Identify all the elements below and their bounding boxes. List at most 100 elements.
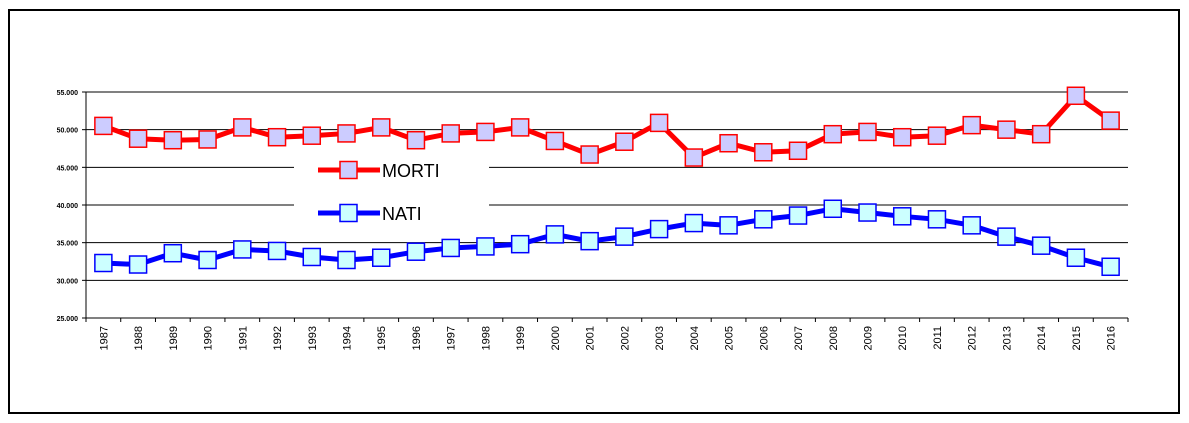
- x-tick-label: 2005: [724, 326, 736, 350]
- x-tick-label: 2006: [758, 326, 770, 350]
- data-point-morti: [858, 122, 877, 142]
- data-point-morti: [476, 122, 495, 142]
- data-point-nati: [719, 216, 738, 235]
- data-point-nati: [233, 240, 252, 259]
- data-point-morti: [997, 120, 1016, 139]
- legend-marker-nati: [339, 203, 358, 223]
- x-tick-label: 2001: [585, 326, 597, 350]
- data-point-morti: [719, 133, 738, 153]
- y-tick-label: 40.000: [57, 203, 79, 210]
- data-point-morti: [754, 143, 773, 162]
- data-point-nati: [441, 238, 460, 258]
- x-tick-label: 2004: [689, 326, 701, 350]
- x-tick-label: 2009: [863, 326, 875, 350]
- data-point-nati: [94, 253, 113, 273]
- data-point-morti: [580, 145, 599, 164]
- data-point-morti: [267, 127, 287, 147]
- legend-background: [294, 152, 489, 216]
- x-tick-label: 2014: [1036, 326, 1048, 350]
- chart-border: [8, 9, 1180, 414]
- data-point-nati: [615, 227, 634, 246]
- y-tick-label: 30.000: [57, 278, 79, 285]
- x-tick-label: 1987: [98, 326, 110, 350]
- data-point-nati: [684, 213, 704, 233]
- data-point-morti: [1066, 86, 1086, 106]
- series-lines: [94, 86, 1120, 277]
- x-tick-label: 1988: [133, 326, 145, 350]
- x-tick-label: 1991: [237, 326, 249, 350]
- data-point-morti: [892, 127, 912, 147]
- x-tick-label: 2010: [897, 326, 909, 350]
- legend-label-morti: MORTI: [382, 161, 440, 181]
- data-point-morti: [545, 131, 565, 151]
- data-point-morti: [128, 129, 148, 148]
- data-point-nati: [337, 250, 356, 270]
- data-point-morti: [406, 130, 426, 150]
- data-point-morti: [962, 115, 981, 135]
- data-point-morti: [1031, 124, 1051, 144]
- data-point-morti: [510, 118, 530, 137]
- data-point-nati: [788, 206, 808, 225]
- data-point-nati: [545, 225, 565, 244]
- y-tick-label: 55.000: [57, 90, 79, 97]
- x-tick-label: 1996: [411, 326, 423, 350]
- data-point-nati: [962, 216, 981, 235]
- data-point-morti: [441, 124, 460, 143]
- data-point-nati: [302, 247, 322, 267]
- x-tick-label: 2015: [1071, 326, 1083, 350]
- x-tick-label: 2002: [619, 326, 631, 350]
- data-point-nati: [997, 227, 1016, 246]
- data-point-nati: [892, 207, 912, 226]
- x-tick-label: 2011: [932, 326, 944, 350]
- x-tick-label: 1997: [446, 326, 458, 350]
- x-tick-label: 2008: [828, 326, 840, 350]
- data-point-morti: [163, 130, 183, 150]
- data-point-nati: [476, 237, 495, 256]
- data-point-morti: [198, 130, 217, 149]
- data-point-morti: [302, 126, 322, 145]
- x-tick-label: 2000: [550, 326, 562, 350]
- legend: MORTI NATI: [294, 152, 489, 224]
- x-tick-label: 2012: [967, 326, 979, 350]
- x-tick-label: 2007: [793, 326, 805, 350]
- x-tick-label: 2013: [1001, 326, 1013, 350]
- y-tick-label: 50.000: [57, 128, 79, 135]
- data-point-morti: [649, 113, 669, 133]
- data-point-nati: [823, 199, 843, 219]
- data-point-morti: [337, 124, 356, 143]
- data-point-nati: [1101, 257, 1120, 277]
- x-tick-label: 1998: [480, 326, 492, 350]
- data-point-nati: [754, 210, 773, 229]
- y-tick-label: 45.000: [57, 165, 79, 172]
- axes: 25.000 30.000 35.000 40.000 45.000 50.000 55.0…: [57, 90, 1129, 350]
- x-tick-label: 1994: [342, 326, 354, 350]
- data-point-nati: [1066, 248, 1086, 267]
- x-tick-label: 1999: [515, 326, 527, 350]
- gridlines: [86, 91, 1128, 319]
- data-point-morti: [1101, 111, 1120, 130]
- data-point-morti: [788, 141, 808, 161]
- data-point-nati: [858, 203, 877, 222]
- data-point-morti: [615, 132, 634, 151]
- data-point-nati: [510, 234, 530, 254]
- x-tick-label: 1995: [376, 326, 388, 350]
- data-point-nati: [649, 219, 669, 239]
- data-point-nati: [406, 242, 426, 261]
- x-tick-label: 1992: [272, 326, 284, 350]
- y-tick-label: 35.000: [57, 241, 79, 248]
- data-point-nati: [1031, 236, 1051, 255]
- data-point-morti: [684, 148, 704, 167]
- x-tick-label: 1993: [307, 326, 319, 350]
- legend-label-nati: NATI: [382, 204, 422, 224]
- legend-marker-morti: [339, 160, 358, 180]
- data-point-nati: [927, 210, 947, 229]
- data-point-morti: [823, 124, 843, 144]
- x-tick-label: 1989: [168, 326, 180, 350]
- x-tick-label: 1990: [203, 326, 215, 350]
- data-point-nati: [371, 248, 391, 267]
- data-point-nati: [580, 231, 599, 251]
- x-tick-label: 2003: [654, 326, 666, 350]
- data-point-nati: [267, 241, 287, 261]
